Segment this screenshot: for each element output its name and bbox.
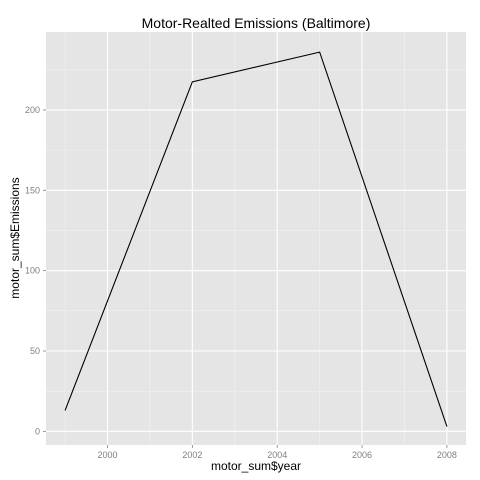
y-tick-label: 100 [25, 266, 40, 276]
y-tick-label: 150 [25, 185, 40, 195]
y-axis: 0 50 100 150 200 [25, 105, 46, 436]
x-tick-label: 2002 [182, 450, 202, 460]
series-layer [64, 51, 448, 427]
y-tick-label: 200 [25, 105, 40, 115]
major-grid [46, 32, 466, 445]
y-tick-label: 50 [30, 346, 40, 356]
minor-grid [46, 32, 466, 445]
x-axis: 2000 2002 2004 2006 2008 [97, 445, 457, 460]
series-line [64, 51, 448, 427]
y-axis-title: motor_sum$Emissions [8, 177, 22, 298]
x-tick-label: 2008 [437, 450, 457, 460]
y-tick-label: 0 [35, 426, 40, 436]
x-tick-label: 2000 [97, 450, 117, 460]
x-axis-title: motor_sum$year [211, 459, 301, 473]
plot-panel [46, 32, 466, 445]
x-tick-label: 2006 [352, 450, 372, 460]
x-tick-label: 2004 [267, 450, 287, 460]
chart-title: Motor-Realted Emissions (Baltimore) [142, 15, 371, 31]
